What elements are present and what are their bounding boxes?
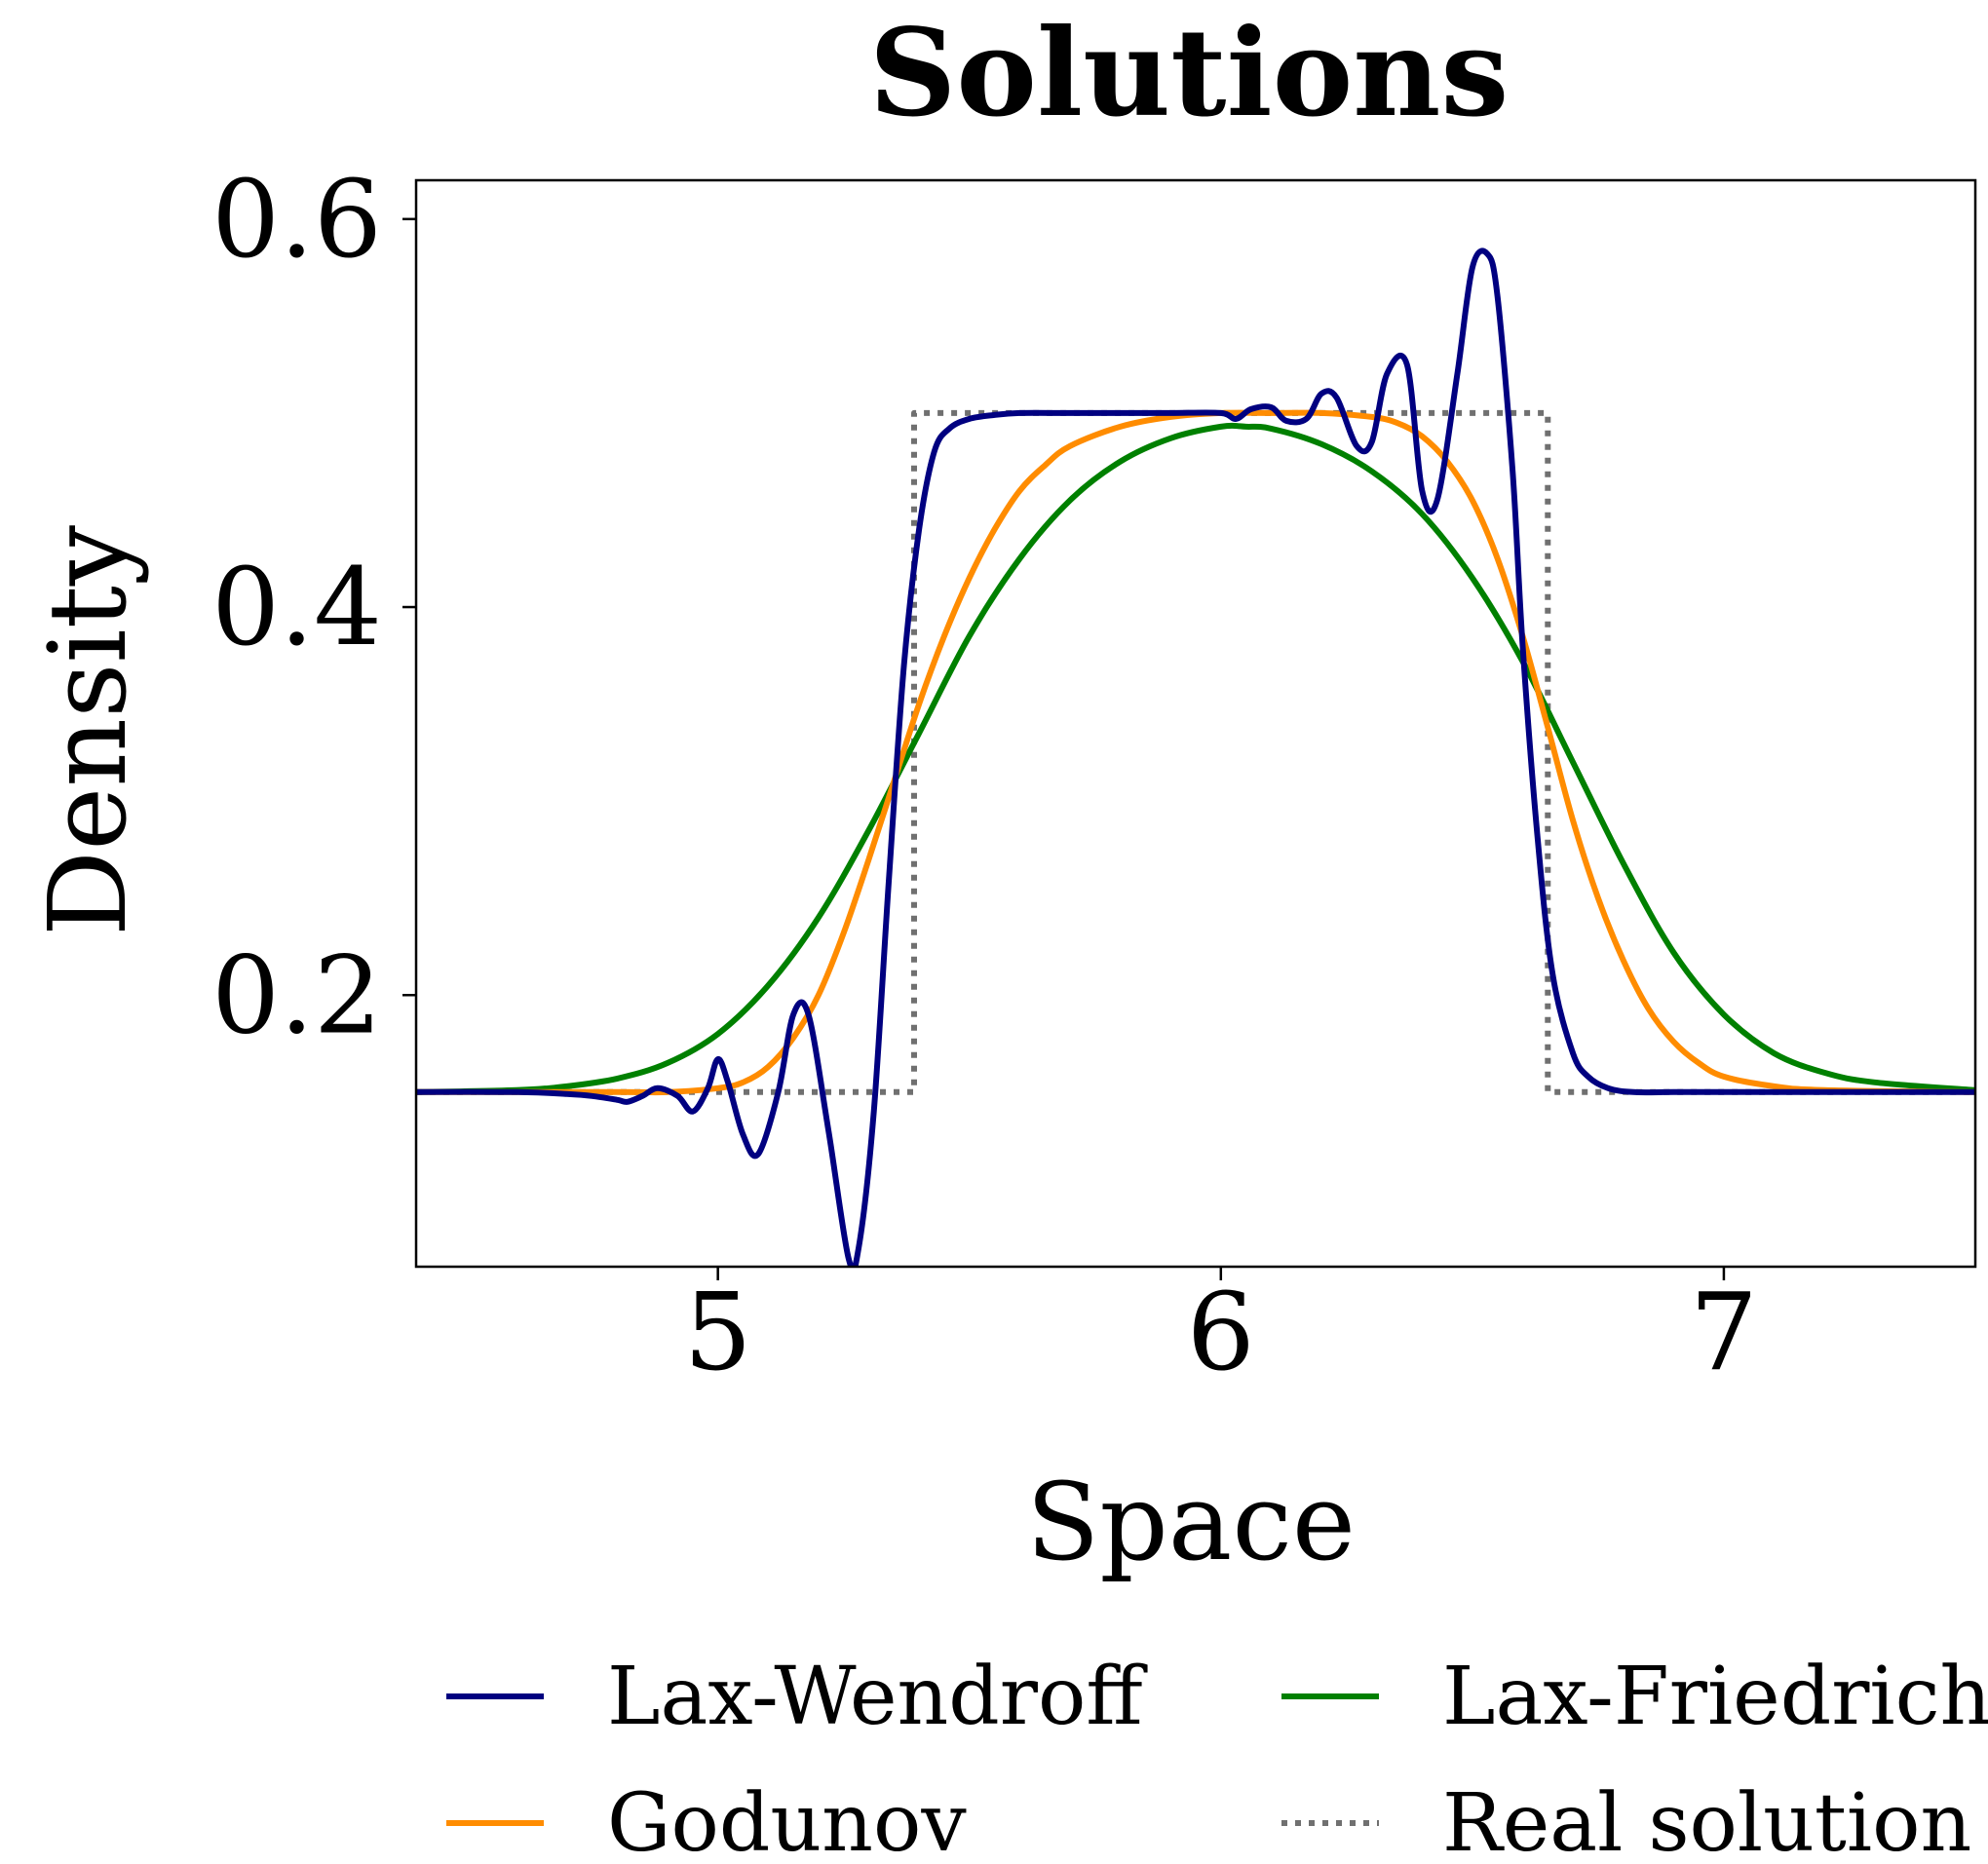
- x-axis-label: Space: [1026, 1460, 1356, 1584]
- x-tick-label: 7: [1690, 1270, 1758, 1394]
- series-line-godunov: [416, 409, 1975, 1096]
- y-tick-label: 0.2: [211, 932, 382, 1057]
- series-layer: [416, 247, 1975, 1267]
- legend-label-lax-friedrichs: Lax-Friedrichs: [1442, 1651, 1988, 1743]
- series-line-real-solution: [416, 409, 1975, 1095]
- axis-layer: 5 6 7 0.2 0.4 0.6: [211, 157, 1758, 1394]
- y-tick-label: 0.6: [211, 157, 382, 282]
- x-tick-label: 6: [1187, 1270, 1255, 1394]
- y-tick-label: 0.4: [211, 545, 382, 669]
- chart-title: Solutions: [869, 3, 1510, 144]
- legend-label-godunov: Godunov: [607, 1777, 967, 1864]
- plot-area-frame: [414, 178, 1977, 1269]
- series-line-lax-friedrichs: [416, 422, 1975, 1095]
- legend: Lax-Wendroff Lax-Friedrichs Godunov Real so…: [446, 1651, 1988, 1864]
- y-axis-label: Density: [25, 525, 150, 936]
- legend-label-real-solution: Real solution: [1442, 1777, 1971, 1864]
- legend-label-lax-wendroff: Lax-Wendroff: [607, 1651, 1148, 1743]
- series-line-lax-wendroff: [416, 247, 1975, 1267]
- x-tick-label: 5: [684, 1270, 752, 1394]
